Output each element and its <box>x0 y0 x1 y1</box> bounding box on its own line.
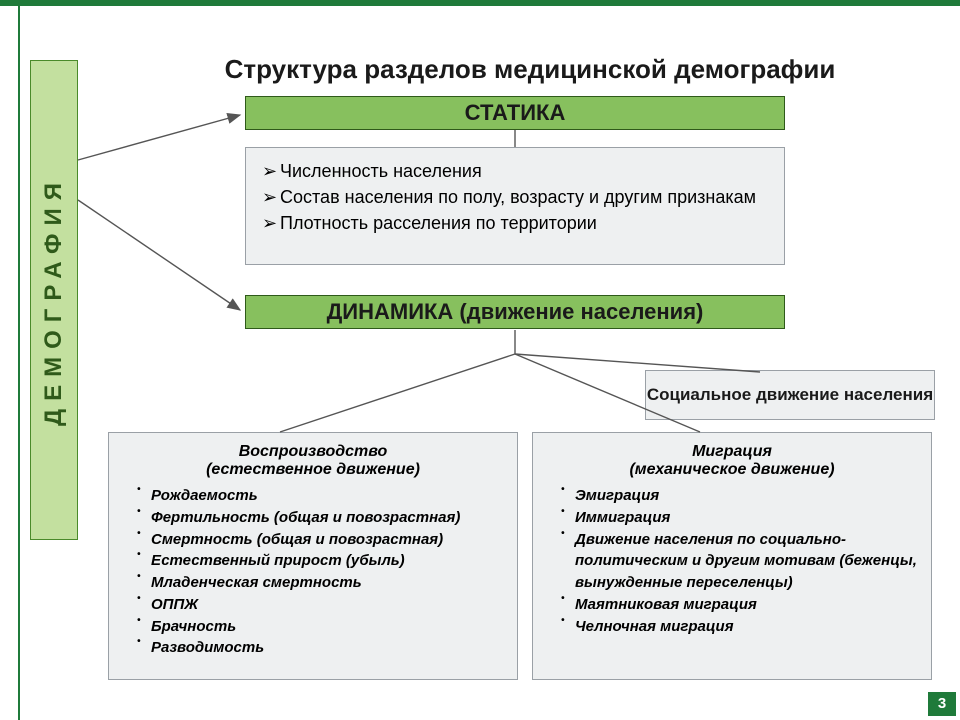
top-accent-bar <box>0 0 960 6</box>
social-movement-box: Социальное движение населения <box>645 370 935 420</box>
repro-title: Воспроизводство(естественное движение) <box>123 443 503 479</box>
dynamic-header: ДИНАМИКА (движение населения) <box>245 295 785 329</box>
list-item: Брачность <box>137 616 503 638</box>
migration-box: Миграция(механическое движение) Эмиграци… <box>532 432 932 680</box>
reproduction-box: Воспроизводство(естественное движение) Р… <box>108 432 518 680</box>
static-item: ➢Состав населения по полу, возрасту и др… <box>262 184 768 210</box>
list-item: Младенческая смертность <box>137 572 503 594</box>
vertical-accent-rule <box>18 6 20 720</box>
list-item: Маятниковая миграция <box>561 594 917 616</box>
list-item: ОППЖ <box>137 594 503 616</box>
static-header: СТАТИКА <box>245 96 785 130</box>
list-item: Иммиграция <box>561 507 917 529</box>
list-item: Смертность (общая и повозрастная) <box>137 529 503 551</box>
page-title: Структура разделов медицинской демографи… <box>130 54 930 85</box>
list-item: Движение населения по социально-политиче… <box>561 529 917 594</box>
demography-sidebar-box: ДЕМОГРАФИЯ <box>30 60 78 540</box>
static-items-box: ➢Численность населения ➢Состав населения… <box>245 147 785 265</box>
static-item: ➢Плотность расселения по территории <box>262 210 768 236</box>
repro-list: Рождаемость Фертильность (общая и повозр… <box>123 485 503 659</box>
migr-list: Эмиграция Иммиграция Движение населения … <box>547 485 917 637</box>
migr-title: Миграция(механическое движение) <box>547 443 917 479</box>
list-item: Разводимость <box>137 637 503 659</box>
list-item: Челночная миграция <box>561 616 917 638</box>
list-item: Естественный прирост (убыль) <box>137 550 503 572</box>
list-item: Эмиграция <box>561 485 917 507</box>
list-item: Фертильность (общая и повозрастная) <box>137 507 503 529</box>
page-number-badge: 3 <box>928 692 956 716</box>
static-item: ➢Численность населения <box>262 158 768 184</box>
demography-label: ДЕМОГРАФИЯ <box>40 175 68 426</box>
list-item: Рождаемость <box>137 485 503 507</box>
